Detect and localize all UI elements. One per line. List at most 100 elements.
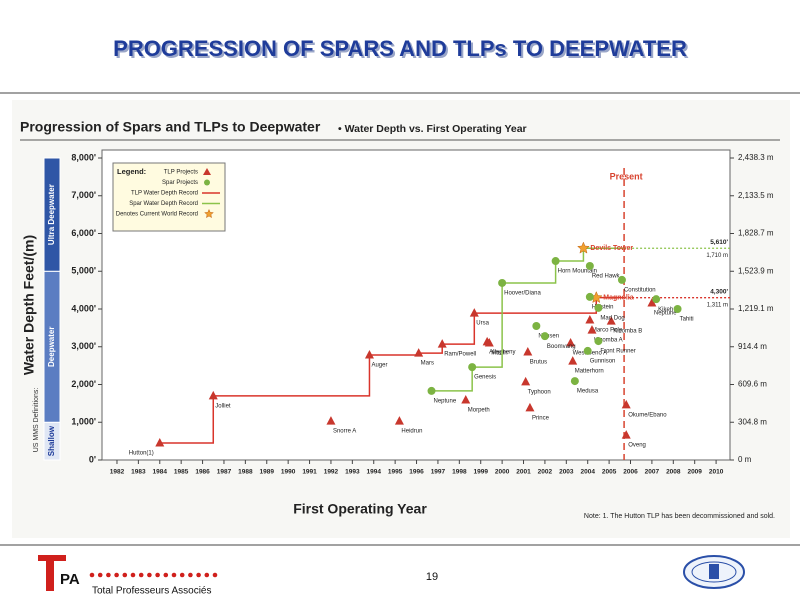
point-label: Neptune <box>434 398 457 404</box>
tlp-point <box>525 402 535 412</box>
y2-tick-label: 304.8 m <box>738 417 767 426</box>
y-axis-label: Water Depth Feet/(m) <box>21 235 37 375</box>
spar-point <box>468 363 477 372</box>
zone-label: Shallow <box>47 425 56 456</box>
y-tick-label: 0' <box>89 454 96 464</box>
x-tick-label: 1991 <box>302 469 317 476</box>
dot <box>147 572 152 578</box>
point-label: Tahiti <box>680 317 694 323</box>
chart-subtitle: • Water Depth vs. First Operating Year <box>338 123 527 135</box>
point-label: Matterhorn <box>575 369 604 375</box>
tlp-point <box>585 314 595 324</box>
tlp-point <box>621 399 631 409</box>
point-label: Mad Dog <box>600 315 624 321</box>
point-label: Morpeth <box>468 408 490 414</box>
point-label: Auger <box>371 363 387 369</box>
chart-note: Note: 1. The Hutton TLP has been decommi… <box>584 513 775 520</box>
dot <box>212 572 218 578</box>
x-tick-label: 1987 <box>217 469 232 476</box>
x-tick-label: 1988 <box>238 469 253 476</box>
x-tick-label: 1983 <box>131 469 146 476</box>
chart-title: Progression of Spars and TLPs to Deepwat… <box>20 119 321 135</box>
point-label: Brutus <box>530 360 547 366</box>
spar-point <box>583 346 592 355</box>
tlp-point <box>155 438 165 447</box>
record-line <box>159 296 625 444</box>
tlp-point <box>647 297 657 307</box>
record-label-m: 1,710 m <box>706 253 728 259</box>
x-tick-label: 1989 <box>260 469 275 476</box>
point-label: Medusa <box>577 389 599 395</box>
point-label: Magnolia <box>603 295 633 302</box>
y2-tick-label: 2,133.5 m <box>738 191 774 200</box>
y2-tick-label: 609.6 m <box>738 380 767 389</box>
tlp-point <box>414 348 424 357</box>
x-tick-label: 1993 <box>345 469 360 476</box>
x-tick-label: 1982 <box>110 469 125 476</box>
dot <box>89 572 95 578</box>
dot <box>155 572 160 578</box>
tlp-point <box>621 430 631 439</box>
dot <box>171 572 177 578</box>
x-tick-label: 1992 <box>324 469 339 476</box>
x-tick-label: 1995 <box>388 469 403 476</box>
x-tick-label: 1986 <box>195 469 210 476</box>
legend-entry: Denotes Current World Record <box>116 212 198 218</box>
point-label: Heidrun <box>401 429 422 435</box>
tlp-point <box>606 316 616 325</box>
legend-marker <box>204 179 210 186</box>
tlp-point <box>437 339 447 348</box>
x-tick-label: 2003 <box>559 469 574 476</box>
dot <box>122 572 128 578</box>
x-tick-label: 2010 <box>709 469 724 476</box>
y-tick-label: 2,000' <box>71 379 96 389</box>
point-label: Constitution <box>624 288 656 294</box>
spar-point <box>551 257 560 266</box>
spar-point <box>585 292 594 301</box>
tlp-point <box>394 416 404 425</box>
y-tick-label: 3,000' <box>71 341 96 351</box>
y2-tick-label: 1,523.9 m <box>738 266 774 275</box>
tlp-point <box>521 376 531 386</box>
point-label: Ursa <box>476 321 489 327</box>
point-label: Okume/Ebano <box>628 412 667 418</box>
dot <box>179 572 185 578</box>
record-line <box>431 247 625 392</box>
point-label: Prince <box>532 415 550 421</box>
spar-point <box>585 261 594 270</box>
y2-tick-label: 914.4 m <box>738 342 767 351</box>
legend-star <box>204 208 214 219</box>
tpa-logo: PA <box>38 555 80 591</box>
tlp-point <box>461 394 471 404</box>
point-label: Kikeh <box>658 307 673 313</box>
svg-text:PA: PA <box>60 571 80 588</box>
x-axis-label: First Operating Year <box>293 501 427 517</box>
dot <box>204 572 210 578</box>
zone-label: Deepwater <box>47 327 56 367</box>
x-tick-label: 1997 <box>431 469 446 476</box>
x-tick-label: 1984 <box>153 469 168 476</box>
point-label: Devils Tower <box>590 245 633 252</box>
x-tick-label: 2000 <box>495 469 510 476</box>
y2-tick-label: 0 m <box>738 455 752 464</box>
y-tick-label: 6,000' <box>71 228 96 238</box>
x-tick-label: 2006 <box>623 469 638 476</box>
x-tick-label: 2004 <box>580 469 595 476</box>
dot <box>163 572 169 578</box>
x-tick-label: 1985 <box>174 469 189 476</box>
slide-title: PROGRESSION OF SPARS AND TLPs TO DEEPWAT… <box>113 36 687 61</box>
point-label: Typhoon <box>528 389 551 395</box>
tlp-point <box>469 308 479 317</box>
page-number: 19 <box>426 571 438 583</box>
dot <box>97 572 103 578</box>
point-label: Kizomba A <box>594 338 623 344</box>
point-label: Hutton(1) <box>129 451 154 457</box>
y-tick-label: 5,000' <box>71 266 96 276</box>
dot <box>188 572 193 578</box>
point-label: Ram/Powell <box>444 352 476 358</box>
legend-entry: Spar Projects <box>162 180 198 186</box>
point-label: Boomvang <box>547 344 576 350</box>
footer-dots <box>89 572 218 578</box>
